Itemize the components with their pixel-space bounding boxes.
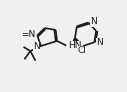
Text: N: N xyxy=(33,42,40,51)
Text: N: N xyxy=(97,38,103,47)
Text: =N: =N xyxy=(21,30,36,39)
Text: N: N xyxy=(90,17,97,26)
Text: HN: HN xyxy=(69,41,82,50)
Text: Cl: Cl xyxy=(78,46,87,55)
